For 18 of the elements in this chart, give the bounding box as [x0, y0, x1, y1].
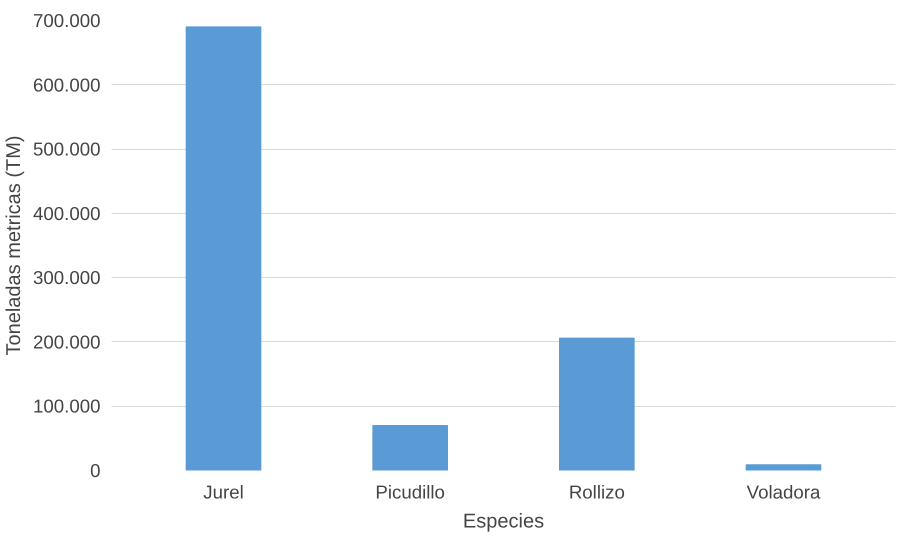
y-tick-label: 500.000: [33, 138, 101, 160]
x-tick-label: Rollizo: [568, 482, 625, 502]
x-axis-title: Especies: [462, 510, 544, 532]
y-tick-label: 100.000: [33, 396, 101, 417]
y-tick-label: 300.000: [33, 267, 101, 288]
x-tick-label: Jurel: [203, 482, 244, 502]
bar: [186, 26, 262, 470]
bar: [372, 425, 448, 470]
y-tick-label: 700.000: [33, 10, 101, 31]
y-tick-label: 200.000: [33, 331, 101, 352]
bar: [746, 464, 822, 470]
y-tick-label: 0: [90, 460, 101, 481]
y-tick-label: 600.000: [33, 74, 101, 96]
y-axis-title: Toneladas metricas (TM): [3, 135, 26, 356]
x-tick-label: Voladora: [746, 482, 821, 502]
y-tick-label: 400.000: [33, 202, 101, 224]
x-tick-label: Picudillo: [375, 482, 445, 502]
bar: [559, 338, 635, 470]
